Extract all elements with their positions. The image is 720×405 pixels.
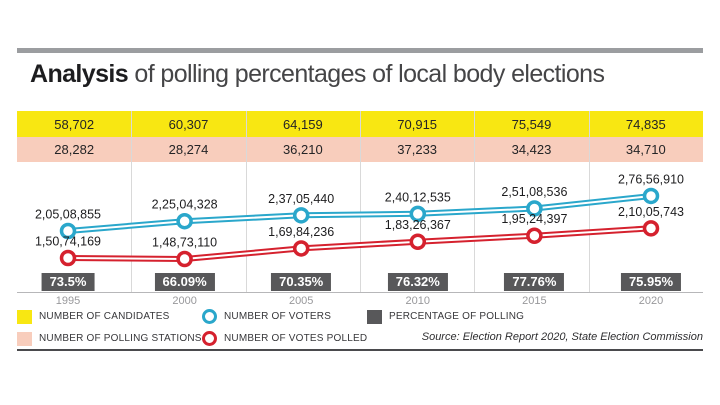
voters-value-label: 2,40,12,535 xyxy=(385,190,451,204)
legend-item-percentage: PERCENTAGE OF POLLING xyxy=(367,309,524,324)
voters-value-label: 2,37,05,440 xyxy=(268,192,334,206)
year-label: 2020 xyxy=(638,295,664,307)
percentage-swatch-icon xyxy=(367,309,382,324)
x-axis-line xyxy=(17,292,703,293)
column-gridline xyxy=(474,111,476,292)
voters-marker xyxy=(526,200,543,217)
voters-line xyxy=(67,195,652,232)
votes-polled-marker xyxy=(642,220,660,237)
voters-value-label: 2,25,04,328 xyxy=(152,198,218,212)
voters-marker xyxy=(59,222,77,240)
polling-line-chart: 2,05,08,855 2,25,04,328 2,37,05,440 2,40,12… xyxy=(35,172,684,268)
source-credit: Source: Election Report 2020, State Elec… xyxy=(421,331,703,343)
votes-polled-line xyxy=(67,227,652,260)
votes-polled-marker xyxy=(176,250,193,268)
table-cell: 58,702 xyxy=(54,116,95,132)
page-title-rest: of polling percentages of local body ele… xyxy=(128,60,605,88)
legend-item-votes-polled: NUMBER OF VOTES POLLED xyxy=(202,331,367,346)
page-title-lead: Analysis xyxy=(30,60,129,88)
year-label: 2005 xyxy=(288,295,314,307)
polling-percentage-badge: 76.32% xyxy=(387,273,448,291)
voters-marker xyxy=(642,187,660,205)
table-cell: 60,307 xyxy=(168,116,209,132)
votes-polled-value-label: 1,69,84,236 xyxy=(268,225,334,239)
top-accent-bar xyxy=(17,48,703,53)
legend-item-polling-stations: NUMBER OF POLLING STATIONS xyxy=(17,331,202,346)
polling-percentage-badge: 77.76% xyxy=(504,273,565,291)
votes-polled-marker xyxy=(292,240,310,257)
table-cell: 34,423 xyxy=(511,142,552,157)
table-cell: 28,282 xyxy=(54,142,95,157)
legend-label: NUMBER OF CANDIDATES xyxy=(39,311,170,322)
votes-polled-value-label: 1,95,24,397 xyxy=(501,212,567,226)
votes-polled-ring-icon xyxy=(202,331,217,346)
voters-ring-icon xyxy=(202,309,217,324)
voters-marker xyxy=(176,212,193,230)
year-label: 2010 xyxy=(405,295,431,307)
polling-percentage-badge: 75.95% xyxy=(620,273,682,291)
legend-label: NUMBER OF VOTES POLLED xyxy=(224,333,368,344)
column-gridline xyxy=(245,111,247,292)
polling-percentage-badge: 66.09% xyxy=(154,273,215,291)
candidates-swatch-icon xyxy=(17,309,32,324)
polling-percentage-badge: 70.35% xyxy=(271,273,332,291)
voters-value-label: 2,51,08,536 xyxy=(501,185,567,199)
votes-polled-value-label: 1,50,74,169 xyxy=(35,235,101,249)
legend-label: PERCENTAGE OF POLLING xyxy=(389,311,525,322)
table-cell: 37,233 xyxy=(397,142,438,157)
votes-polled-marker xyxy=(409,233,427,250)
votes-polled-value-label: 1,48,73,110 xyxy=(152,236,217,250)
year-axis: 1995 2000 2005 2010 2015 2020 xyxy=(17,295,703,308)
table-cell: 75,549 xyxy=(511,116,552,132)
votes-polled-value-label: 1,83,26,367 xyxy=(385,218,451,232)
legend-item-candidates: NUMBER OF CANDIDATES xyxy=(17,309,170,324)
bottom-rule xyxy=(17,349,703,351)
votes-polled-marker xyxy=(526,227,543,244)
table-cell: 74,835 xyxy=(625,116,666,132)
year-label: 2000 xyxy=(172,295,197,307)
polling-percentage-badge: 73.5% xyxy=(41,273,95,291)
table-cell: 70,915 xyxy=(397,116,438,132)
table-cell: 36,210 xyxy=(282,142,323,157)
votes-polled-value-label: 2,10,05,743 xyxy=(618,205,684,219)
legend: NUMBER OF CANDIDATES NUMBER OF VOTERS PE… xyxy=(17,307,703,347)
column-gridline xyxy=(359,111,361,292)
page-title: Analysis of polling percentages of local… xyxy=(30,60,710,89)
legend-label: NUMBER OF POLLING STATIONS xyxy=(39,333,202,344)
polling-percentage-badges: 73.5% 66.09% 70.35% 76.32% 77.76% 75.95% xyxy=(17,273,703,291)
voters-value-label: 2,76,56,910 xyxy=(618,172,684,186)
voters-marker xyxy=(409,205,427,223)
year-label: 2015 xyxy=(522,295,547,307)
legend-label: NUMBER OF VOTERS xyxy=(224,311,332,322)
polling-stations-swatch-icon xyxy=(17,331,32,346)
votes-polled-marker xyxy=(59,249,77,267)
table-cell: 28,274 xyxy=(168,142,209,157)
legend-item-voters: NUMBER OF VOTERS xyxy=(202,309,331,324)
year-label: 1995 xyxy=(55,295,81,307)
voters-value-label: 2,05,08,855 xyxy=(35,208,101,222)
column-gridline xyxy=(131,111,133,292)
table-cell: 64,159 xyxy=(282,116,323,132)
table-cell: 34,710 xyxy=(625,142,666,157)
voters-marker xyxy=(292,207,310,224)
